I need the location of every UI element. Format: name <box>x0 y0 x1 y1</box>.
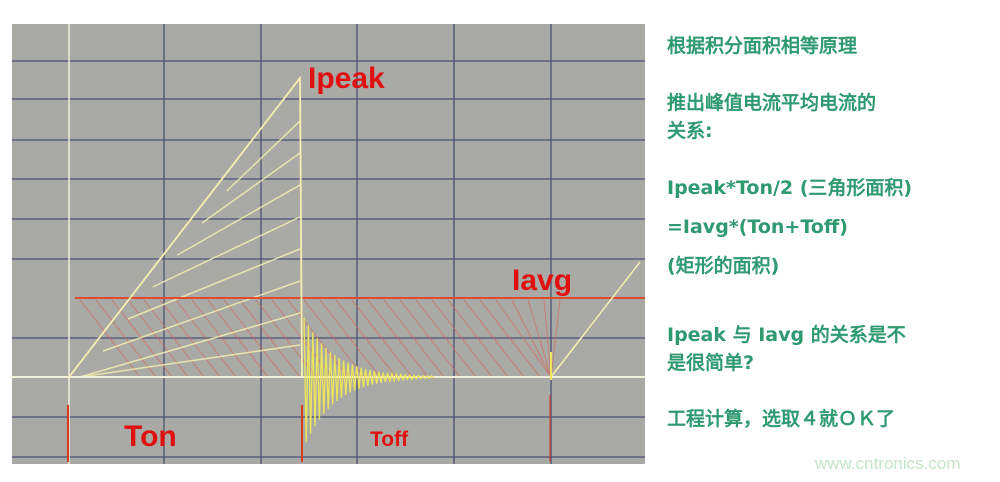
hatch-line <box>367 299 429 378</box>
hatch-line <box>550 299 561 378</box>
next-ramp <box>550 261 641 378</box>
hatch-line <box>239 299 301 378</box>
triangle-hatch <box>79 120 301 378</box>
hatch-line <box>351 299 413 378</box>
hatch-line <box>175 299 237 378</box>
hatch-line <box>255 299 317 378</box>
triangle-hatch-line <box>176 184 301 256</box>
note-formula-3: (矩形的面积) <box>667 255 780 277</box>
hatch-line <box>527 299 552 378</box>
hatch-line <box>495 299 552 378</box>
hatch-line <box>463 299 525 378</box>
hatch-line <box>79 299 141 378</box>
ipeak-triangle <box>68 75 303 378</box>
ipeak-label: Ipeak <box>308 62 385 95</box>
hatch-line <box>383 299 445 378</box>
hatch-line <box>447 299 509 378</box>
hatch-line <box>207 299 269 378</box>
oscilloscope-diagram: Ipeak Iavg Ton Toff <box>12 24 645 464</box>
hatch-line <box>543 299 552 378</box>
hatch-line <box>415 299 477 378</box>
ton-label: Ton <box>124 420 177 453</box>
triangle-hatch-line <box>201 152 301 224</box>
hatch-line <box>479 299 541 378</box>
note-formula-2: =Iavg*(Ton+Toff) <box>667 216 848 238</box>
hatch-line <box>223 299 285 378</box>
note-derive: 推出峰值电流平均电流的 <box>667 92 877 114</box>
hatch-line <box>511 299 552 378</box>
hatch-line <box>303 299 365 378</box>
note-principle: 根据积分面积相等原理 <box>667 35 858 57</box>
hatch-line <box>335 299 397 378</box>
watermark: www.cntronics.com <box>815 454 961 473</box>
hatch-line <box>143 299 205 378</box>
note-question-2: 是很简单? <box>667 352 755 374</box>
hatch-line <box>319 299 381 378</box>
ringing-waveform <box>303 317 435 443</box>
grid <box>12 24 645 464</box>
hatch-line <box>431 299 493 378</box>
hatch-line <box>111 299 173 378</box>
hatch-line <box>399 299 461 378</box>
iavg-label: Iavg <box>512 264 572 297</box>
note-relation: 关系: <box>667 120 713 142</box>
toff-label: Toff <box>370 428 409 451</box>
hatch-line <box>95 299 157 378</box>
hatch-line <box>191 299 253 378</box>
triangle-hatch-line <box>152 216 301 288</box>
hatch-line <box>127 299 189 378</box>
iavg-rect-hatch <box>79 299 561 378</box>
triangle-hatch-line <box>226 120 301 192</box>
triangle-hatch-line <box>79 344 301 378</box>
triangle-hatch-line <box>127 248 301 320</box>
note-formula-1: Ipeak*Ton/2 (三角形面积) <box>667 177 913 199</box>
triangle-hatch-line <box>102 280 301 352</box>
hatch-line <box>159 299 221 378</box>
triangle-hatch-line <box>79 312 301 378</box>
note-conclusion: 工程计算，选取４就ＯＫ了 <box>667 408 896 430</box>
note-question-1: Ipeak 与 Iavg 的关系是不 <box>667 324 906 346</box>
